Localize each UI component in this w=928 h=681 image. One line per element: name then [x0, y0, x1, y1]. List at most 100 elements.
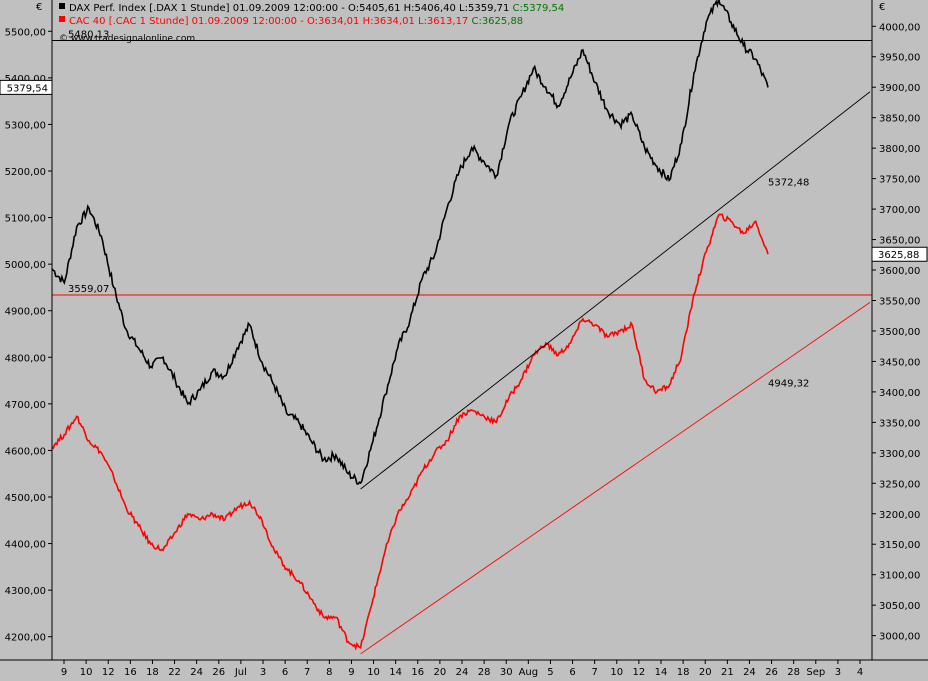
right-tick-label: 3150,00	[879, 540, 920, 551]
x-tick-label: 9	[348, 667, 354, 678]
x-tick-label: 7	[591, 667, 597, 678]
legend: DAX Perf. Index [.DAX 1 Stunde] 01.09.20…	[59, 3, 564, 44]
x-tick-label: 10	[610, 667, 623, 678]
trend-label-1: 4949,32	[768, 379, 809, 390]
right-tick-label: 3600,00	[879, 266, 920, 277]
right-tick-label: 3100,00	[879, 571, 920, 582]
right-tick-label: 3850,00	[879, 114, 920, 125]
legend-cac-text: CAC 40 [.CAC 1 Stunde] 01.09.2009 12:00:…	[69, 16, 523, 27]
x-tick-label: 26	[212, 667, 225, 678]
x-tick-label: 14	[389, 667, 402, 678]
reference-layer	[52, 40, 872, 296]
right-tick-label: 3200,00	[879, 510, 920, 521]
left-tick-label: 4600,00	[5, 446, 46, 457]
x-tick-label: 10	[80, 667, 93, 678]
x-tick-label: 6	[282, 667, 288, 678]
legend-dax-text: DAX Perf. Index [.DAX 1 Stunde] 01.09.20…	[69, 3, 564, 14]
right-tick-label: 3900,00	[879, 83, 920, 94]
x-tick-label: 12	[633, 667, 646, 678]
right-tick-label: 3250,00	[879, 479, 920, 490]
right-tick-label: 3750,00	[879, 175, 920, 186]
copyright: © www.tradesignalonline.com	[59, 34, 195, 44]
right-tick-label: 3500,00	[879, 327, 920, 338]
right-tick-label: 3450,00	[879, 357, 920, 368]
right-tick-label: 3050,00	[879, 601, 920, 612]
x-tick-label: Sep	[806, 667, 825, 678]
legend-dax-close: C:5379,54	[513, 3, 565, 14]
left-tick-label: 4800,00	[5, 353, 46, 364]
x-tick-label: 18	[677, 667, 690, 678]
right-tick-label: 3400,00	[879, 388, 920, 399]
x-tick-label: 7	[304, 667, 310, 678]
x-tick-label: 28	[787, 667, 800, 678]
x-tick-label: 14	[655, 667, 668, 678]
trend-label-0: 5372,48	[768, 177, 809, 188]
x-tick-label: 28	[478, 667, 491, 678]
right-tick-label: 3700,00	[879, 205, 920, 216]
last-value-tag-bg-1	[871, 246, 928, 262]
last-value-tag-1: 3625,88	[878, 250, 919, 261]
currency-right-label: €	[879, 2, 885, 13]
series-line-1	[51, 213, 769, 651]
x-tick-label: 10	[367, 667, 380, 678]
x-tick-label: 8	[326, 667, 332, 678]
reference-label-1: 3559,07	[68, 284, 109, 295]
legend-dax-swatch	[59, 3, 65, 9]
legend-cac-close: C:3625,88	[471, 16, 523, 27]
right-tick-label: 3300,00	[879, 449, 920, 460]
x-tick-label: 12	[102, 667, 115, 678]
reference-label-0: 5480,13	[68, 30, 109, 41]
legend-dax-desc: DAX Perf. Index [.DAX 1 Stunde] 01.09.20…	[69, 3, 513, 14]
right-tick-label: 3800,00	[879, 144, 920, 155]
left-tick-label: 4400,00	[5, 540, 46, 551]
right-tick-label: 3650,00	[879, 236, 920, 247]
x-tick-label: 30	[500, 667, 513, 678]
left-tick-label: 5100,00	[5, 214, 46, 225]
x-tick-label: 4	[857, 667, 863, 678]
right-tick-label: 4000,00	[879, 22, 920, 33]
x-tick-label: 20	[434, 667, 447, 678]
x-tick-label: 16	[124, 667, 137, 678]
left-tick-label: 5500,00	[5, 27, 46, 38]
x-tick-label: 9	[61, 667, 67, 678]
label-layer: 5480,13 3559,07 5372,48 4949,32 5379,54 3625,…	[0, 30, 928, 390]
x-tick-label: 26	[765, 667, 778, 678]
legend-cac-swatch	[59, 16, 65, 22]
x-tick-label: 21	[721, 667, 734, 678]
left-tick-label: 5300,00	[5, 120, 46, 131]
left-tick-label: 4900,00	[5, 307, 46, 318]
currency-left-label: €	[36, 2, 42, 13]
x-tick-label: 5	[547, 667, 553, 678]
x-tick-label: 16	[411, 667, 424, 678]
x-tick-label: 3	[260, 667, 266, 678]
series-layer	[51, 0, 871, 655]
x-tick-label: 22	[168, 667, 181, 678]
right-tick-label: 3350,00	[879, 418, 920, 429]
last-value-tag-bg-0	[0, 79, 53, 95]
x-tick-label: 24	[743, 667, 756, 678]
left-tick-label: 5400,00	[5, 74, 46, 85]
left-tick-label: 5200,00	[5, 167, 46, 178]
x-tick-label: 20	[699, 667, 712, 678]
x-tick-label: 3	[835, 667, 841, 678]
x-tick-label: 18	[146, 667, 159, 678]
x-tick-label: Jul	[234, 667, 247, 678]
trend-line-0	[360, 91, 871, 490]
last-value-tag-0: 5379,54	[7, 83, 48, 94]
x-tick-label: 24	[190, 667, 203, 678]
right-tick-label: 3950,00	[879, 53, 920, 64]
right-tick-label: 3550,00	[879, 296, 920, 307]
right-tick-label: 3000,00	[879, 632, 920, 643]
left-tick-label: 4500,00	[5, 493, 46, 504]
x-tick-label: 24	[456, 667, 469, 678]
left-tick-label: 4700,00	[5, 400, 46, 411]
trend-line-1	[360, 301, 871, 655]
series-line-0	[51, 0, 769, 485]
left-tick-label: 5000,00	[5, 260, 46, 271]
x-tick-label: Aug	[519, 667, 539, 678]
x-tick-label: 6	[569, 667, 575, 678]
left-tick-label: 4300,00	[5, 586, 46, 597]
